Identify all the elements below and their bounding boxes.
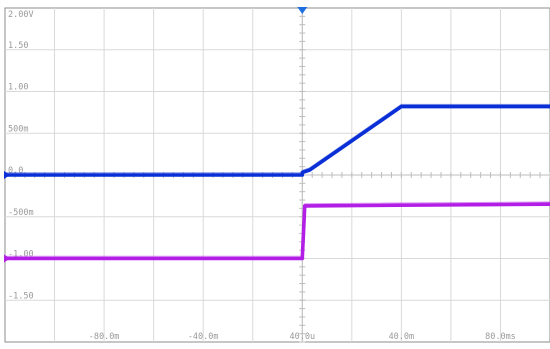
- x-tick-label: 40.0u: [289, 332, 315, 342]
- y-tick-label: -500m: [8, 208, 34, 218]
- x-tick-label: -40.0m: [188, 332, 219, 342]
- x-tick-label: -80.0m: [89, 332, 120, 342]
- channel-marker-2: [4, 254, 10, 263]
- series-noise-2: [5, 201, 550, 257]
- y-tick-label: 0.0: [8, 166, 23, 176]
- markers: [4, 7, 308, 263]
- x-tick-label: 40.0m: [389, 332, 415, 342]
- series-noise-1: [5, 103, 550, 174]
- series-line-1: [5, 104, 550, 177]
- x-tick-label: 80.0ms: [485, 332, 516, 342]
- y-tick-label: 2.00V: [8, 10, 34, 20]
- y-tick-label: 500m: [8, 124, 28, 134]
- y-tick-label: -1.00: [8, 250, 34, 260]
- channel-marker-1: [4, 171, 10, 179]
- x-tick-labels: -80.0m -40.0m 40.0u 40.0m 80.0ms: [89, 332, 516, 342]
- y-tick-label: 1.50: [8, 41, 28, 51]
- trigger-marker: [297, 7, 308, 14]
- y-tick-labels: 2.00V 1.50 1.00 500m 0.0 -500m -1.00 -1.50: [8, 10, 34, 301]
- y-tick-label: 1.00: [8, 83, 28, 93]
- y-tick-label: -1.50: [8, 291, 34, 301]
- series: [5, 103, 550, 261]
